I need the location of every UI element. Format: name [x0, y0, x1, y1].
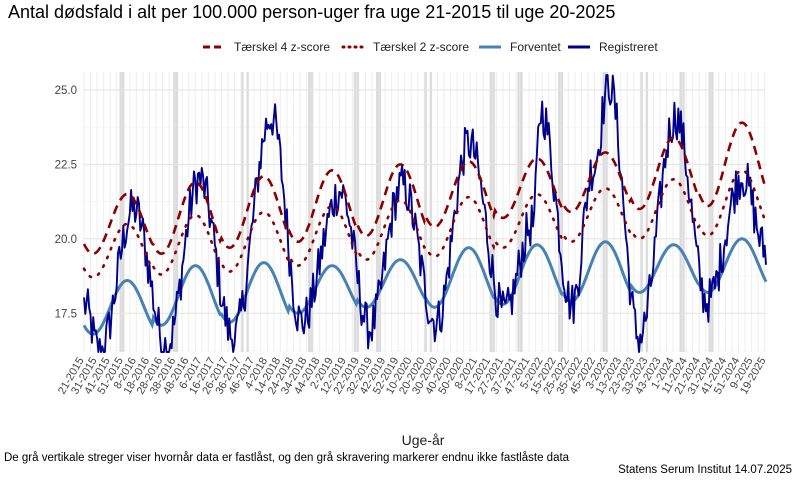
data-lock-band: [679, 72, 683, 352]
legend-label: Tærskel 4 z-score: [234, 40, 331, 54]
legend-label: Registreret: [599, 40, 658, 54]
y-tick-label: 25.0: [55, 85, 77, 97]
data-lock-band: [119, 72, 122, 352]
data-lock-band: [378, 72, 382, 352]
legend-swatch-solid-steelblue-icon: [479, 45, 501, 49]
data-lock-band: [353, 72, 357, 352]
data-lock-band: [560, 72, 563, 352]
data-lock-band: [173, 72, 176, 352]
data-lock-band: [241, 72, 244, 352]
data-lock-band: [557, 72, 561, 352]
series-lines: [82, 74, 768, 353]
legend-label: Forventet: [510, 40, 561, 54]
data-lock-band: [429, 72, 433, 352]
data-lock-band: [310, 72, 313, 352]
series-line-threshold-2: [82, 168, 768, 279]
data-lock-band: [517, 72, 520, 352]
data-lock-band: [489, 72, 493, 352]
y-tick-label: 17.5: [55, 308, 77, 320]
data-lock-band: [424, 72, 427, 352]
data-lock-band: [602, 72, 605, 352]
source-credit: Statens Serum Institut 14.07.2025: [618, 464, 792, 476]
data-lock-band: [605, 72, 608, 352]
data-lock-band: [640, 72, 643, 352]
legend: Tærskel 4 z-score Tærskel 2 z-score Forv…: [0, 40, 800, 62]
data-lock-band: [520, 72, 523, 352]
legend-item-threshold-4: Tærskel 4 z-score: [202, 40, 330, 54]
data-lock-band: [246, 72, 249, 352]
series-line-registered: [83, 74, 767, 353]
legend-item-threshold-2: Tærskel 2 z-score: [341, 40, 469, 54]
y-tick-label: 22.5: [55, 159, 77, 171]
data-lock-band: [175, 72, 179, 352]
legend-swatch-dotted-icon: [341, 45, 365, 49]
data-lock-band: [356, 72, 359, 352]
legend-item-expected: Forventet: [478, 40, 561, 54]
y-axis-ticks: 17.5 20.0 22.5 25.0: [55, 85, 77, 320]
data-lock-band: [708, 72, 711, 352]
data-lock-band: [711, 72, 714, 352]
data-lock-band: [307, 72, 311, 352]
legend-swatch-solid-navy-icon: [568, 45, 590, 49]
x-axis-title: Uge-år: [402, 432, 445, 448]
data-lock-band: [376, 72, 379, 352]
caption: De grå vertikale streger viser hvornår d…: [4, 452, 570, 464]
data-lock-band: [122, 72, 125, 352]
legend-item-registered: Registreret: [567, 40, 658, 54]
data-lock-band: [645, 72, 649, 352]
legend-swatch-dashed-icon: [203, 45, 225, 49]
data-lock-band: [682, 72, 685, 352]
legend-label: Tærskel 2 z-score: [373, 40, 470, 54]
grid: [83, 72, 766, 352]
chart-title: Antal dødsfald i alt per 100.000 person-…: [8, 2, 616, 22]
x-axis-ticks: 21-201531-201541-201551-20158-201618-201…: [56, 355, 769, 396]
y-tick-label: 20.0: [55, 234, 77, 246]
